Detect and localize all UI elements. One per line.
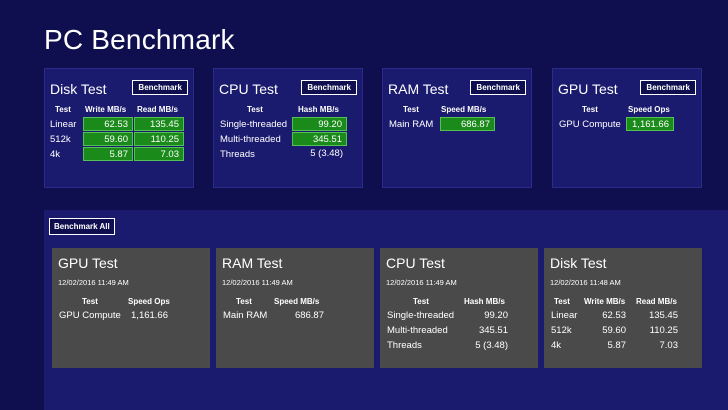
card-row-label: Main RAM bbox=[223, 310, 268, 321]
gpu-header-speed: Speed Ops bbox=[628, 105, 670, 114]
disk-row-label: 512k bbox=[50, 134, 71, 145]
disk-read-value: 110.25 bbox=[134, 132, 184, 146]
disk-result-card: Disk Test 12/02/2016 11:48 AM Test Write… bbox=[544, 248, 702, 368]
card-value: 99.20 bbox=[484, 310, 508, 321]
card-title: RAM Test bbox=[222, 255, 283, 271]
ram-benchmark-button[interactable]: Benchmark bbox=[470, 80, 526, 95]
card-row-label: Single-threaded bbox=[387, 310, 455, 321]
gpu-test-title: GPU Test bbox=[558, 81, 618, 97]
disk-write-value: 5.87 bbox=[83, 147, 133, 161]
card-read-value: 110.25 bbox=[649, 325, 678, 336]
ram-value: 686.87 bbox=[440, 117, 495, 131]
ram-result-card: RAM Test 12/02/2016 11:49 AM Test Speed … bbox=[216, 248, 374, 368]
card-value: 1,161.66 bbox=[131, 310, 168, 321]
card-timestamp: 12/02/2016 11:49 AM bbox=[386, 278, 457, 287]
benchmark-all-button[interactable]: Benchmark All bbox=[49, 218, 115, 235]
page-title: PC Benchmark bbox=[44, 24, 235, 55]
gpu-header-test: Test bbox=[582, 105, 598, 114]
ram-header-speed: Speed MB/s bbox=[441, 105, 487, 114]
card-timestamp: 12/02/2016 11:49 AM bbox=[58, 278, 129, 287]
ram-row-label: Main RAM bbox=[389, 119, 434, 130]
cpu-row-label: Multi-threaded bbox=[220, 134, 281, 145]
disk-write-value: 59.60 bbox=[83, 132, 133, 146]
card-row-label: Threads bbox=[387, 340, 422, 351]
disk-benchmark-button[interactable]: Benchmark bbox=[132, 80, 188, 95]
card-header-speed: Speed Ops bbox=[128, 297, 170, 306]
cpu-value: 5 (3.48) bbox=[310, 148, 343, 159]
gpu-row-label: GPU Compute bbox=[559, 119, 621, 130]
cpu-header-hash: Hash MB/s bbox=[298, 105, 339, 114]
card-header-test: Test bbox=[554, 297, 570, 306]
cpu-test-tile: CPU Test Benchmark Test Hash MB/s Single… bbox=[213, 68, 363, 188]
cpu-value: 99.20 bbox=[292, 117, 347, 131]
cpu-test-title: CPU Test bbox=[219, 81, 278, 97]
disk-test-title: Disk Test bbox=[50, 81, 107, 97]
card-header-speed: Speed MB/s bbox=[274, 297, 320, 306]
ram-test-tile: RAM Test Benchmark Test Speed MB/s Main … bbox=[382, 68, 532, 188]
disk-row-label: 4k bbox=[50, 149, 61, 160]
card-header-test: Test bbox=[82, 297, 98, 306]
card-header-hash: Hash MB/s bbox=[464, 297, 505, 306]
disk-write-value: 62.53 bbox=[83, 117, 133, 131]
card-timestamp: 12/02/2016 11:49 AM bbox=[222, 278, 293, 287]
card-value: 5 (3.48) bbox=[475, 340, 508, 351]
cpu-benchmark-button[interactable]: Benchmark bbox=[301, 80, 357, 95]
card-timestamp: 12/02/2016 11:48 AM bbox=[550, 278, 621, 287]
disk-header-read: Read MB/s bbox=[137, 105, 178, 114]
card-value: 686.87 bbox=[294, 310, 324, 321]
disk-row-label: Linear bbox=[50, 119, 77, 130]
ram-test-title: RAM Test bbox=[388, 81, 449, 97]
gpu-benchmark-button[interactable]: Benchmark bbox=[640, 80, 696, 95]
card-title: Disk Test bbox=[550, 255, 607, 271]
gpu-test-tile: GPU Test Benchmark Test Speed Ops GPU Co… bbox=[552, 68, 702, 188]
card-title: GPU Test bbox=[58, 255, 118, 271]
card-header-write: Write MB/s bbox=[584, 297, 626, 306]
disk-test-tile: Disk Test Benchmark Test Write MB/s Read… bbox=[44, 68, 194, 188]
card-row-label: 512k bbox=[551, 325, 572, 336]
card-header-read: Read MB/s bbox=[636, 297, 677, 306]
card-value: 345.51 bbox=[478, 325, 508, 336]
ram-header-test: Test bbox=[403, 105, 419, 114]
gpu-result-card: GPU Test 12/02/2016 11:49 AM Test Speed … bbox=[52, 248, 210, 368]
card-row-label: GPU Compute bbox=[59, 310, 121, 321]
cpu-row-label: Single-threaded bbox=[220, 119, 288, 130]
gpu-value: 1,161.66 bbox=[626, 117, 674, 131]
disk-read-value: 135.45 bbox=[134, 117, 184, 131]
cpu-row-label: Threads bbox=[220, 149, 255, 160]
card-header-test: Test bbox=[413, 297, 429, 306]
cpu-result-card: CPU Test 12/02/2016 11:49 AM Test Hash M… bbox=[380, 248, 538, 368]
card-row-label: Multi-threaded bbox=[387, 325, 448, 336]
card-title: CPU Test bbox=[386, 255, 445, 271]
disk-header-write: Write MB/s bbox=[85, 105, 127, 114]
card-header-test: Test bbox=[236, 297, 252, 306]
card-row-label: Linear bbox=[551, 310, 578, 321]
card-read-value: 7.03 bbox=[659, 340, 679, 351]
card-write-value: 59.60 bbox=[602, 325, 626, 336]
cpu-header-test: Test bbox=[247, 105, 263, 114]
benchmark-history-panel: Benchmark All GPU Test 12/02/2016 11:49 … bbox=[44, 210, 728, 410]
card-read-value: 135.45 bbox=[648, 310, 678, 321]
disk-read-value: 7.03 bbox=[134, 147, 184, 161]
card-write-value: 5.87 bbox=[607, 340, 627, 351]
card-row-label: 4k bbox=[551, 340, 562, 351]
cpu-value: 345.51 bbox=[292, 132, 347, 146]
disk-header-test: Test bbox=[55, 105, 71, 114]
card-write-value: 62.53 bbox=[602, 310, 626, 321]
